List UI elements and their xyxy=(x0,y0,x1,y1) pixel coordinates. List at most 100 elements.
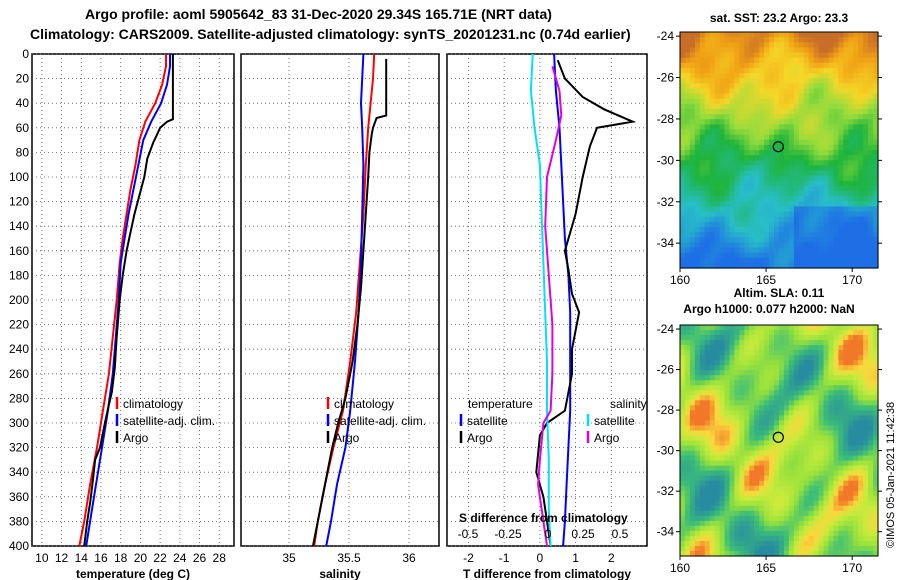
map-cell xyxy=(734,490,740,497)
map-cell xyxy=(798,335,805,341)
map-cell xyxy=(699,390,706,396)
map-cell xyxy=(684,37,691,43)
map-cell xyxy=(798,37,805,43)
map-cell xyxy=(689,450,696,457)
map-cell xyxy=(699,257,706,264)
map-cell xyxy=(813,196,820,202)
map-cell xyxy=(868,465,874,472)
map-cell xyxy=(694,530,701,537)
map-cell xyxy=(783,175,790,182)
map-cell xyxy=(818,520,825,527)
map-cell xyxy=(719,119,726,125)
map-cell xyxy=(788,420,795,427)
map-cell xyxy=(694,32,701,38)
map-cell xyxy=(739,93,745,100)
map-cell xyxy=(808,325,815,331)
map-cell xyxy=(709,420,716,427)
map-cell xyxy=(779,410,785,416)
map-cell xyxy=(680,175,686,182)
map-cell xyxy=(783,170,790,177)
map-cell xyxy=(719,160,726,166)
map-cell xyxy=(724,435,731,442)
map-cell xyxy=(699,485,706,492)
map-cell xyxy=(754,242,760,249)
map-cell xyxy=(764,226,770,233)
map-cell xyxy=(689,455,696,462)
map-cell xyxy=(833,206,839,213)
map-cell xyxy=(739,88,745,95)
map-cell xyxy=(689,62,696,69)
map-cell xyxy=(729,88,736,95)
map-cell xyxy=(808,144,815,151)
differences-tick-label: 2 xyxy=(608,551,615,565)
map-cell xyxy=(749,390,755,396)
map-cell xyxy=(848,185,854,192)
map-cell xyxy=(808,42,815,48)
map-cell xyxy=(838,515,844,522)
map-cell xyxy=(680,226,686,233)
map-cell xyxy=(759,410,765,416)
map-cell xyxy=(719,242,726,249)
map-cell xyxy=(873,360,879,366)
map-cell xyxy=(858,119,864,125)
map-cell xyxy=(739,370,745,376)
map-cell xyxy=(734,62,740,69)
depth-tick-label: 400 xyxy=(9,539,29,553)
map-cell xyxy=(689,191,696,197)
map-cell xyxy=(838,165,844,172)
map-cell xyxy=(744,415,750,422)
map-cell xyxy=(734,505,740,512)
map-cell xyxy=(689,550,696,557)
map-cell xyxy=(719,400,726,406)
map-cell xyxy=(833,216,839,223)
map-cell xyxy=(818,175,825,182)
map-cell xyxy=(783,155,790,161)
map-cell xyxy=(680,252,686,259)
map-cell xyxy=(783,500,790,507)
temperature-xlabel: temperature (deg C) xyxy=(76,567,190,580)
map-cell xyxy=(838,88,844,95)
map-cell xyxy=(858,73,864,79)
map-cell xyxy=(868,83,874,90)
map-cell xyxy=(724,520,731,527)
map-cell xyxy=(843,340,849,346)
map-cell xyxy=(774,108,780,115)
map-cell xyxy=(798,196,805,202)
map-cell xyxy=(704,405,711,411)
map-cell xyxy=(838,355,844,361)
map-cell xyxy=(709,196,716,202)
map-cell xyxy=(793,180,800,187)
map-cell xyxy=(764,98,770,105)
map-cell xyxy=(694,470,701,477)
salinity-series-satellite-adj-clim- xyxy=(325,53,365,547)
map-cell xyxy=(868,191,874,197)
map-cell xyxy=(744,98,750,105)
map-cell xyxy=(749,405,755,411)
map-cell xyxy=(739,67,745,74)
map-cell xyxy=(764,185,770,192)
map-cell xyxy=(689,495,696,502)
map-cell xyxy=(754,330,760,336)
map-cell xyxy=(838,73,844,79)
map-cell xyxy=(783,103,790,110)
map-cell xyxy=(680,355,686,361)
map-cell xyxy=(774,535,780,542)
map-cell xyxy=(734,124,740,131)
map-cell xyxy=(709,435,716,442)
lat-tick-label: -24 xyxy=(657,29,675,43)
lon-tick-label: 165 xyxy=(756,273,776,287)
map-cell xyxy=(843,257,849,264)
map-cell xyxy=(783,515,790,522)
map-cell xyxy=(833,360,839,366)
salinity-xlabel: salinity xyxy=(319,567,361,580)
map-cell xyxy=(868,47,874,54)
map-cell xyxy=(734,360,740,366)
map-cell xyxy=(684,180,691,187)
map-cell xyxy=(734,180,740,187)
map-cell xyxy=(853,550,859,557)
map-cell xyxy=(714,380,721,386)
map-cell xyxy=(823,180,830,187)
map-cell xyxy=(689,52,696,59)
salinity-tick-label: 35.5 xyxy=(337,551,361,565)
map-cell xyxy=(798,88,805,95)
